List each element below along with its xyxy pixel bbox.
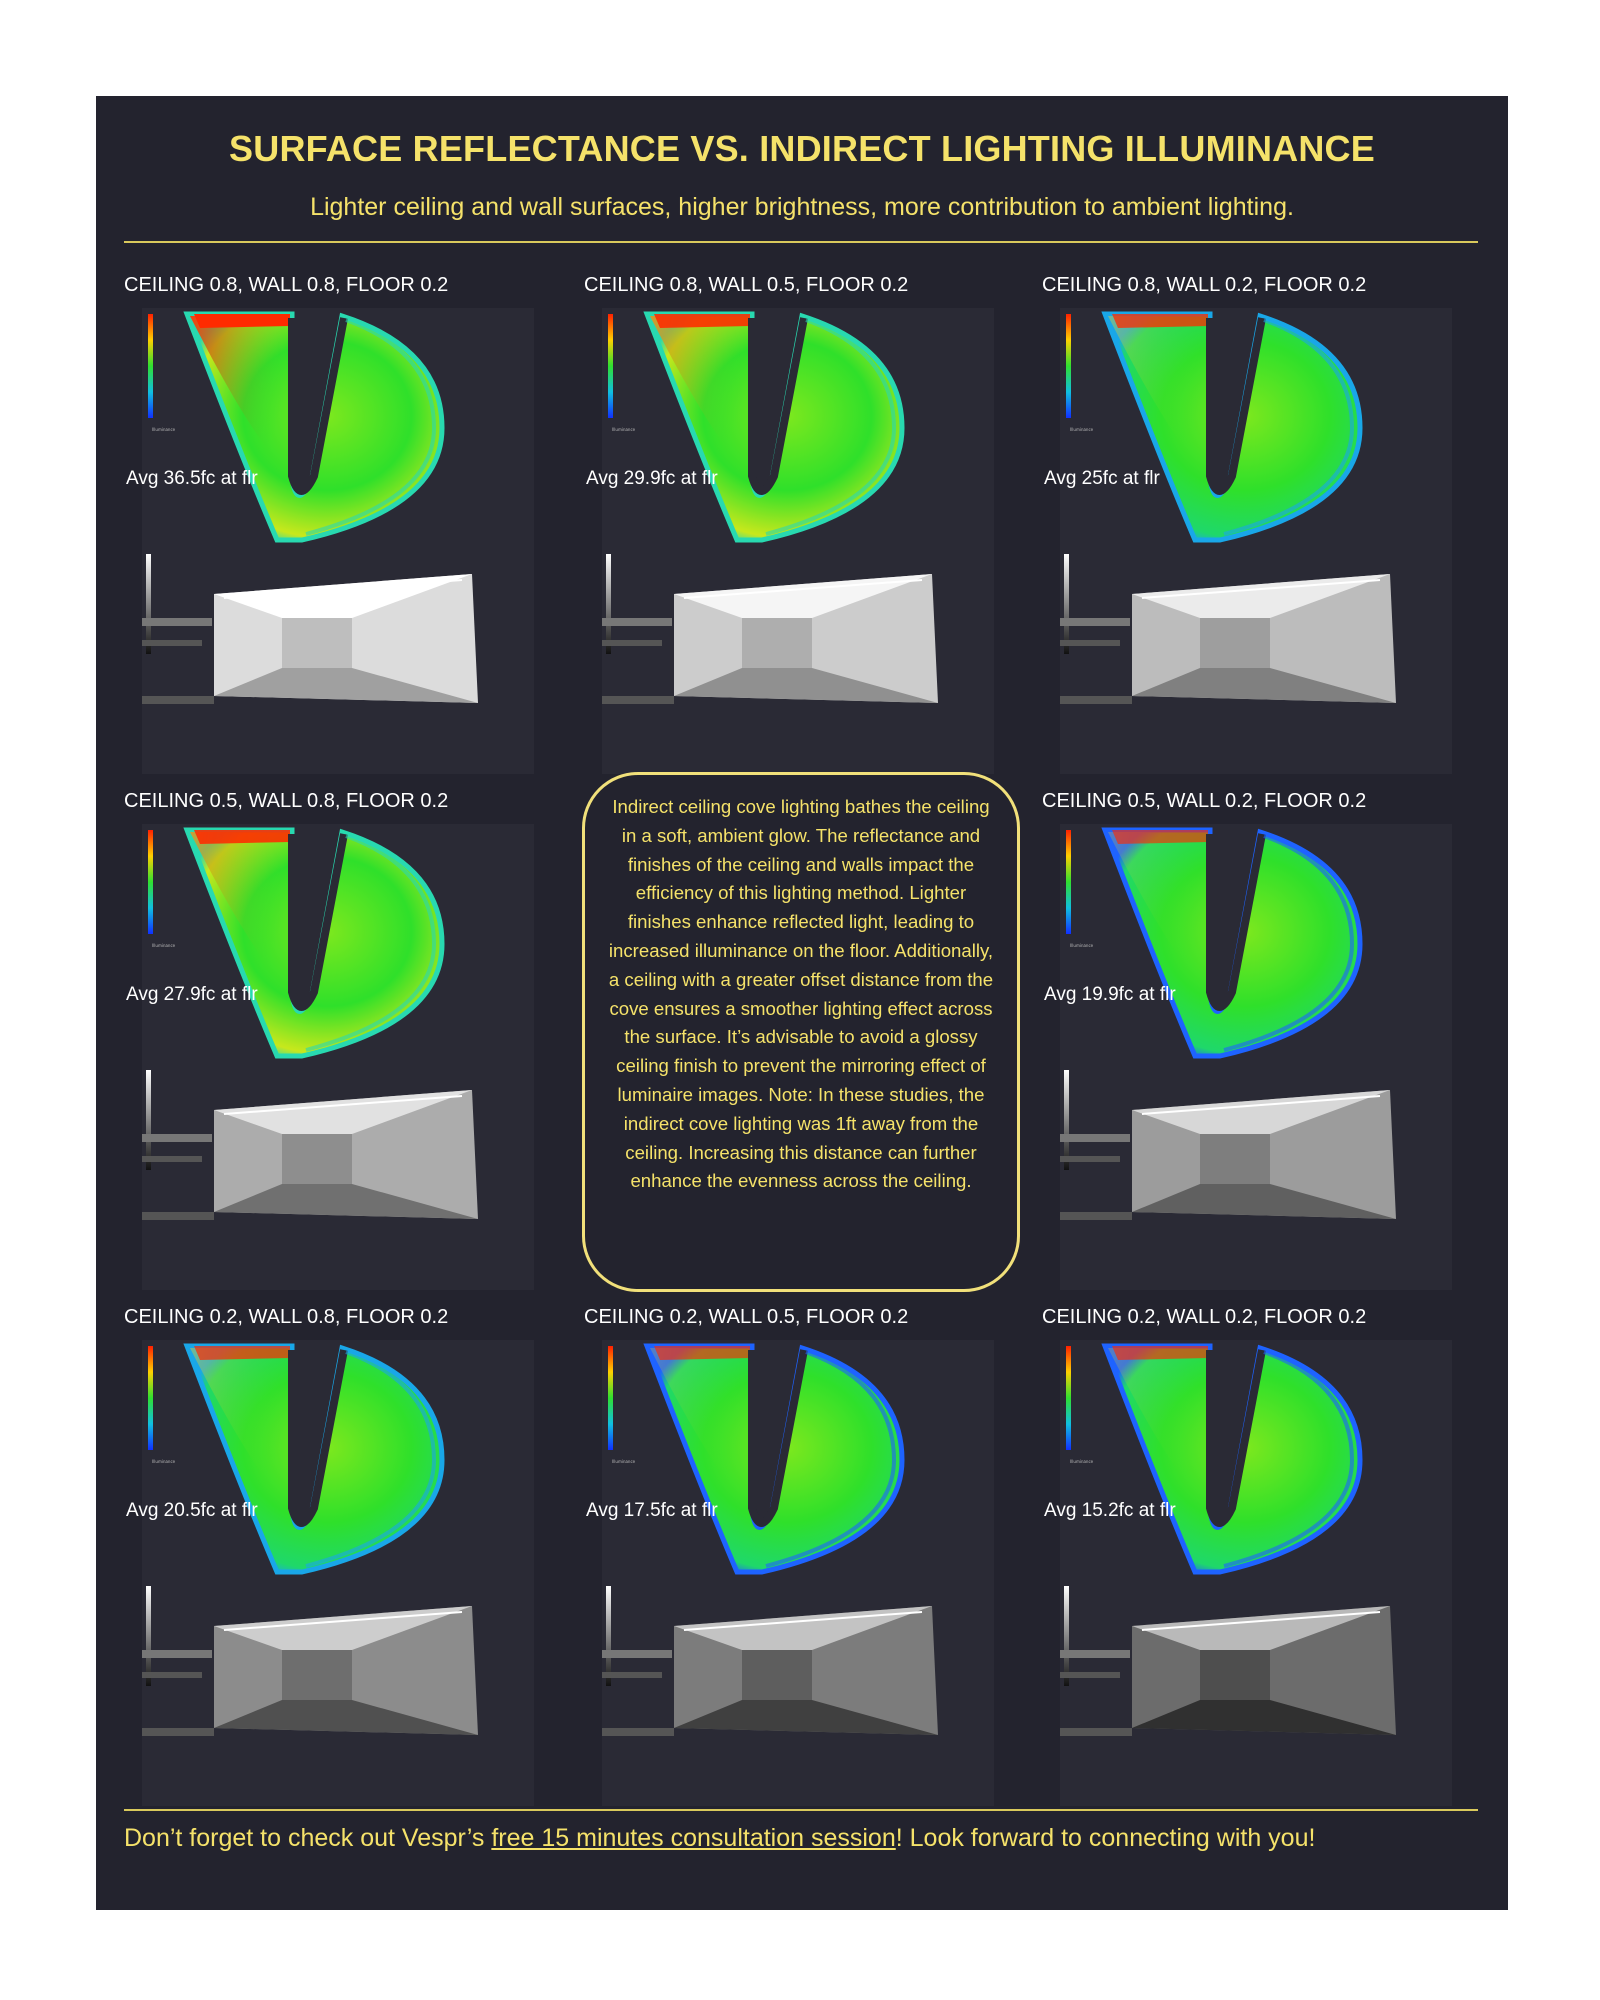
room-render xyxy=(1060,548,1452,774)
illuminance-plan: Illuminance xyxy=(602,1340,994,1580)
room-render xyxy=(602,1580,994,1806)
svg-text:Illuminance: Illuminance xyxy=(152,943,176,948)
illuminance-plan: Illuminance xyxy=(142,824,534,1064)
header-divider xyxy=(124,241,1478,243)
study-label: CEILING 0.2, WALL 0.5, FLOOR 0.2 xyxy=(584,1306,909,1328)
study-cell: CEILING 0.2, WALL 0.8, FLOOR 0.2 xyxy=(124,1306,544,1806)
illuminance-plan: Illuminance xyxy=(142,308,534,548)
avg-illuminance: Avg 19.9fc at flr xyxy=(1044,984,1176,1005)
infographic-panel: SURFACE REFLECTANCE VS. INDIRECT LIGHTIN… xyxy=(96,96,1508,1910)
svg-text:Illuminance: Illuminance xyxy=(612,427,636,432)
avg-illuminance: Avg 25fc at flr xyxy=(1044,468,1160,489)
illuminance-plan: Illuminance xyxy=(142,1340,534,1580)
study-label: CEILING 0.2, WALL 0.8, FLOOR 0.2 xyxy=(124,1306,449,1328)
room-render xyxy=(142,1064,534,1290)
study-label: CEILING 0.5, WALL 0.2, FLOOR 0.2 xyxy=(1042,790,1367,812)
svg-text:Illuminance: Illuminance xyxy=(1070,943,1094,948)
study-cell: CEILING 0.5, WALL 0.2, FLOOR 0.2 xyxy=(1042,790,1462,1290)
illuminance-plan: Illuminance xyxy=(602,308,994,548)
room-render xyxy=(142,1580,534,1806)
study-label: CEILING 0.5, WALL 0.8, FLOOR 0.2 xyxy=(124,790,449,812)
footer-divider xyxy=(124,1809,1478,1811)
illuminance-plan: Illuminance xyxy=(1060,1340,1452,1580)
explanation-callout: Indirect ceiling cove lighting bathes th… xyxy=(582,772,1020,1292)
consultation-link[interactable]: free 15 minutes consultation session xyxy=(491,1824,896,1852)
study-cell: CEILING 0.8, WALL 0.2, FLOOR 0.2 xyxy=(1042,274,1462,774)
footer-suffix: ! Look forward to connecting with you! xyxy=(895,1824,1316,1852)
study-cell: CEILING 0.8, WALL 0.5, FLOOR 0.2 xyxy=(584,274,1004,774)
room-render xyxy=(1060,1580,1452,1806)
study-cell: CEILING 0.2, WALL 0.2, FLOOR 0.2 xyxy=(1042,1306,1462,1806)
study-label: CEILING 0.2, WALL 0.2, FLOOR 0.2 xyxy=(1042,1306,1367,1328)
svg-text:Illuminance: Illuminance xyxy=(152,1459,176,1464)
study-label: CEILING 0.8, WALL 0.2, FLOOR 0.2 xyxy=(1042,274,1367,296)
study-label: CEILING 0.8, WALL 0.5, FLOOR 0.2 xyxy=(584,274,909,296)
room-render xyxy=(602,548,994,774)
svg-text:Illuminance: Illuminance xyxy=(612,1459,636,1464)
avg-illuminance: Avg 27.9fc at flr xyxy=(126,984,258,1005)
room-render xyxy=(142,548,534,774)
room-render xyxy=(1060,1064,1452,1290)
illuminance-plan: Illuminance xyxy=(1060,308,1452,548)
page-subtitle: Lighter ceiling and wall surfaces, highe… xyxy=(310,193,1294,221)
illuminance-plan: Illuminance xyxy=(1060,824,1452,1064)
callout-text: Indirect ceiling cove lighting bathes th… xyxy=(608,796,994,1192)
avg-illuminance: Avg 29.9fc at flr xyxy=(586,468,718,489)
avg-illuminance: Avg 20.5fc at flr xyxy=(126,1500,258,1521)
study-cell: CEILING 0.5, WALL 0.8, FLOOR 0.2 xyxy=(124,790,544,1290)
svg-text:Illuminance: Illuminance xyxy=(1070,427,1094,432)
avg-illuminance: Avg 36.5fc at flr xyxy=(126,468,258,489)
avg-illuminance: Avg 17.5fc at flr xyxy=(586,1500,718,1521)
svg-text:Illuminance: Illuminance xyxy=(152,427,176,432)
footer-message: Don’t forget to check out Vespr’s free 1… xyxy=(124,1824,1315,1853)
study-cell: CEILING 0.8, WALL 0.8, FLOOR 0.2 xyxy=(124,274,544,774)
avg-illuminance: Avg 15.2fc at flr xyxy=(1044,1500,1176,1521)
footer-prefix: Don’t forget to check out Vespr’s xyxy=(124,1824,492,1852)
page-title: SURFACE REFLECTANCE VS. INDIRECT LIGHTIN… xyxy=(229,128,1375,169)
svg-text:Illuminance: Illuminance xyxy=(1070,1459,1094,1464)
study-cell: CEILING 0.2, WALL 0.5, FLOOR 0.2 xyxy=(584,1306,1004,1806)
study-label: CEILING 0.8, WALL 0.8, FLOOR 0.2 xyxy=(124,274,449,296)
